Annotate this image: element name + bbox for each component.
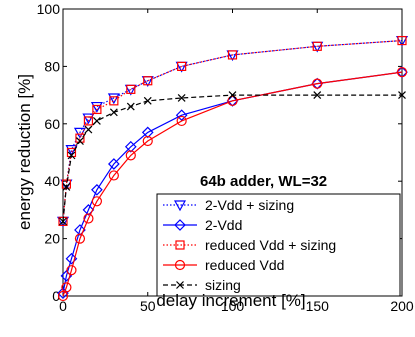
legend: 2-Vdd + sizing 2-Vdd reduced Vdd + sizing r…: [157, 194, 400, 296]
legend-label: 2-Vdd: [205, 217, 242, 233]
x-axis-label: delay increment [%]: [156, 291, 305, 310]
chart-annotation: 64b adder, WL=32: [200, 173, 327, 190]
legend-label: 2-Vdd + sizing: [205, 197, 294, 213]
y-tick-label: 60: [44, 116, 60, 132]
x-tick-label: 150: [306, 298, 330, 314]
x-tick-label: 200: [390, 298, 414, 314]
legend-label: reduced Vdd + sizing: [205, 237, 336, 253]
legend-label: reduced Vdd: [205, 257, 284, 273]
y-tick-label: 100: [37, 1, 61, 17]
y-axis-label: energy reduction [%]: [15, 74, 34, 230]
annotation-layer: 64b adder, WL=32: [200, 173, 327, 190]
y-tick-label: 80: [44, 58, 60, 74]
y-tick-label: 20: [44, 231, 60, 247]
x-tick-label: 50: [140, 298, 156, 314]
y-tick-label: 40: [44, 173, 60, 189]
